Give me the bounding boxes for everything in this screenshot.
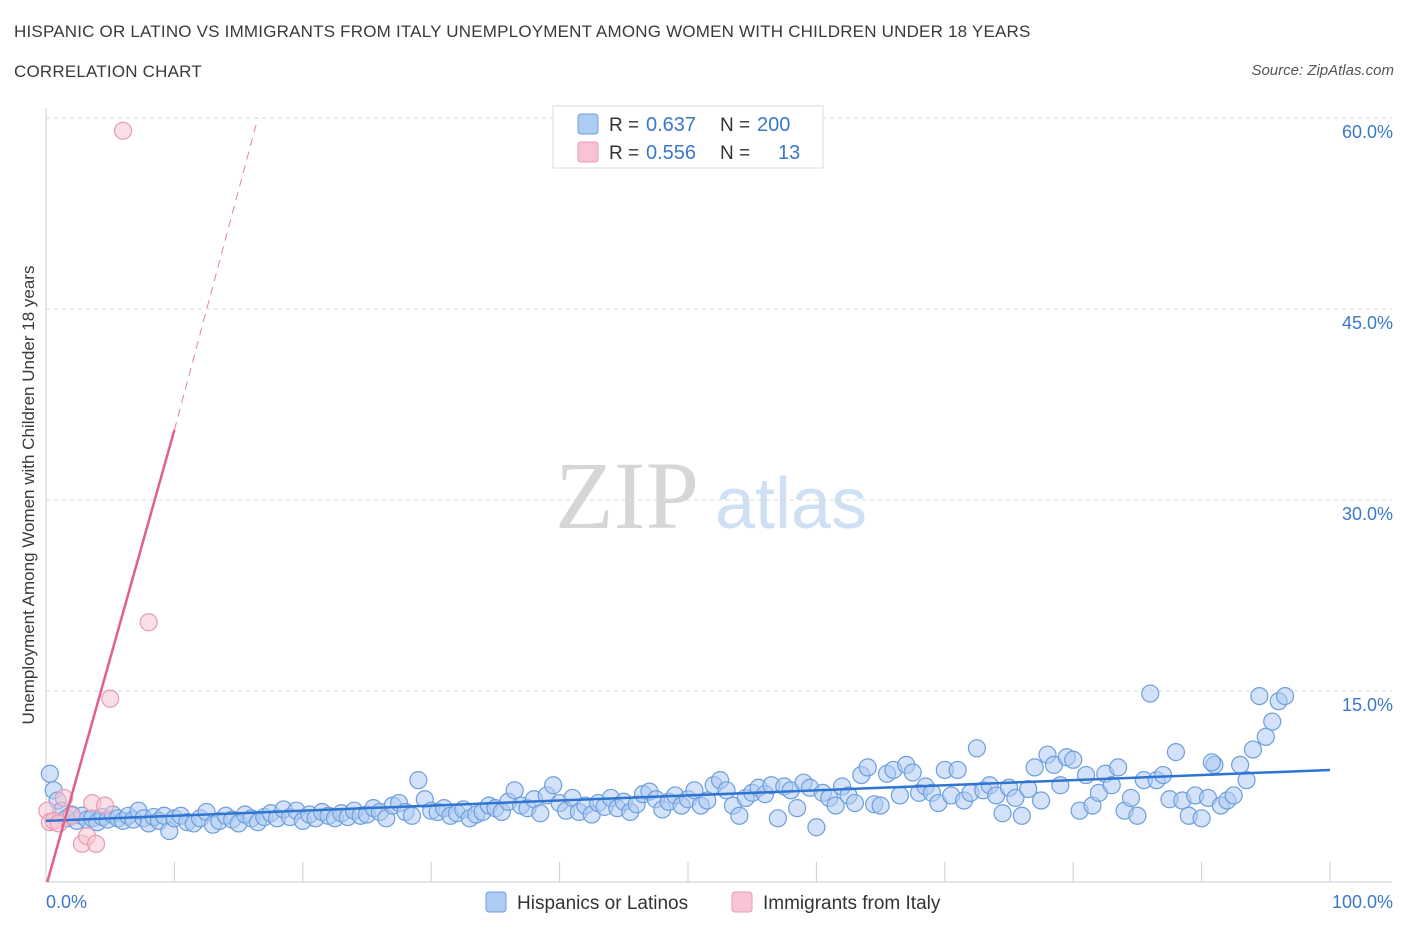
stats-r-value: 0.556 xyxy=(646,142,696,164)
y-tick-label: 60.0% xyxy=(1342,122,1393,142)
hispanics-point xyxy=(1231,755,1250,774)
series-hispanics-points xyxy=(40,684,1295,841)
hispanics-point xyxy=(1275,686,1295,706)
italy-point xyxy=(95,796,115,815)
hispanics-trend-line xyxy=(45,768,1331,823)
hispanics-point xyxy=(1166,743,1186,762)
stats-r-label: R = xyxy=(609,143,639,164)
trend-lines xyxy=(45,117,1331,883)
y-tick-label: 15.0% xyxy=(1342,695,1393,715)
stats-r-value: 0.637 xyxy=(646,114,696,136)
x-tick-label: 100.0% xyxy=(1332,892,1393,912)
hispanics-point xyxy=(768,809,787,828)
grid xyxy=(46,117,1392,692)
chart-subtitle: CORRELATION CHART xyxy=(14,62,202,81)
series-italy-points xyxy=(38,121,158,853)
x-tick-label: 0.0% xyxy=(46,892,87,912)
hispanics-point xyxy=(845,793,865,813)
hispanics-point xyxy=(698,791,717,810)
legend-swatch-italy xyxy=(731,891,753,913)
hispanics-point xyxy=(871,796,890,815)
y-tick-labels: 15.0% 30.0% 45.0% 60.0% xyxy=(1342,122,1393,715)
hispanics-point xyxy=(531,804,550,823)
hispanics-point xyxy=(1202,753,1221,772)
hispanics-point xyxy=(717,781,736,800)
y-tick-label: 45.0% xyxy=(1342,313,1393,333)
italy-trend-extension xyxy=(173,117,259,431)
hispanics-point xyxy=(948,760,967,780)
hispanics-point xyxy=(890,786,909,805)
chart-title: HISPANIC OR LATINO VS IMMIGRANTS FROM IT… xyxy=(14,22,1031,41)
italy-point xyxy=(54,788,74,808)
watermark-atlas: atlas xyxy=(715,464,867,544)
stats-legend: R = 0.637 N = 200 R = 0.556 N = 13 xyxy=(552,105,824,169)
hispanics-point xyxy=(993,804,1012,823)
hispanics-point xyxy=(1153,765,1173,785)
y-tick-label: 30.0% xyxy=(1342,504,1393,524)
hispanics-point xyxy=(730,806,749,825)
hispanics-point xyxy=(826,796,845,815)
hispanics-point xyxy=(1025,758,1044,777)
legend-swatch-hispanics xyxy=(485,891,507,913)
hispanics-point xyxy=(1237,771,1256,790)
y-axis-label: Unemployment Among Women with Children U… xyxy=(19,266,38,725)
hispanics-point xyxy=(544,776,563,795)
legend-label-italy: Immigrants from Italy xyxy=(763,893,941,914)
hispanics-point xyxy=(1064,750,1083,769)
hispanics-point xyxy=(1243,740,1263,759)
hispanics-point xyxy=(1128,806,1147,825)
watermark-zip: ZIP xyxy=(555,442,699,549)
stats-swatch-pink xyxy=(577,141,599,163)
hispanics-point xyxy=(858,758,877,777)
hispanics-point xyxy=(1102,776,1121,795)
hispanics-point xyxy=(505,781,524,800)
italy-point xyxy=(86,834,106,853)
italy-point xyxy=(101,689,120,708)
hispanics-point xyxy=(40,764,59,783)
hispanics-point xyxy=(1012,806,1031,825)
hispanics-point xyxy=(967,739,987,758)
hispanics-point xyxy=(1263,712,1282,731)
stats-n-label: N = xyxy=(720,143,750,164)
axes xyxy=(45,108,1392,883)
italy-trend-line xyxy=(46,429,176,883)
stats-swatch-blue xyxy=(577,113,599,135)
hispanics-point xyxy=(903,763,922,782)
hispanics-point xyxy=(1192,809,1211,828)
x-tick-labels: 0.0% 100.0% xyxy=(46,892,1393,912)
hispanics-point xyxy=(1224,786,1243,805)
stats-n-label: N = xyxy=(720,115,750,136)
italy-point xyxy=(113,121,133,140)
hispanics-point xyxy=(1256,727,1275,746)
source-credit: Source: ZipAtlas.com xyxy=(1251,62,1394,79)
stats-n-value: 13 xyxy=(778,142,800,164)
hispanics-point xyxy=(1121,788,1141,808)
italy-point xyxy=(139,613,158,632)
stats-r-label: R = xyxy=(609,115,639,136)
hispanics-point xyxy=(1250,686,1269,706)
hispanics-point xyxy=(788,799,807,818)
hispanics-point xyxy=(1019,779,1038,799)
hispanics-point xyxy=(409,771,428,790)
legend-label-hispanics: Hispanics or Latinos xyxy=(517,893,688,914)
stats-n-value: 200 xyxy=(757,114,790,136)
hispanics-point xyxy=(1141,684,1160,703)
hispanics-point xyxy=(402,806,422,825)
hispanics-point xyxy=(1031,791,1051,810)
hispanics-point xyxy=(1109,758,1128,777)
hispanics-point xyxy=(1006,788,1025,808)
series-legend: Hispanics or Latinos Immigrants from Ita… xyxy=(485,891,941,914)
hispanics-point xyxy=(807,818,826,837)
